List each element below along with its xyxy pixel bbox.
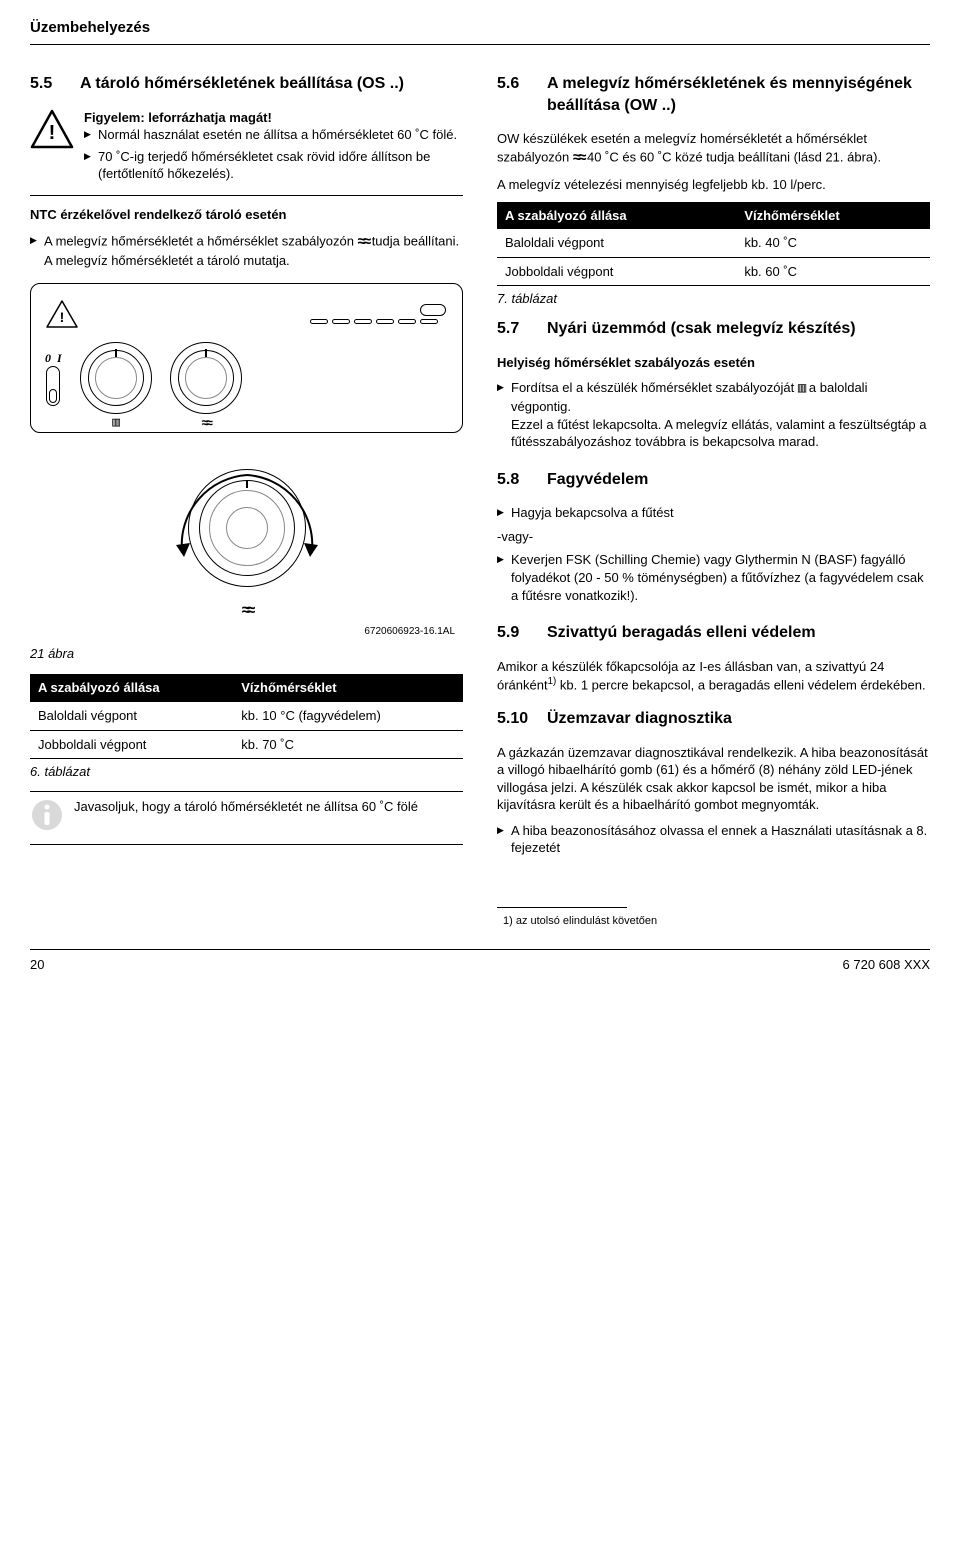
section-5-8-heading: 5.8 Fagyvédelem xyxy=(497,469,930,491)
warning-text: Figyelem: leforrázhatja magát! Normál ha… xyxy=(84,109,463,187)
hotwater-wave-icon: ≈≈ xyxy=(573,148,583,168)
section-title: Szivattyú beragadás elleni védelem xyxy=(547,622,816,644)
info-block: Javasoljuk, hogy a tároló hőmérsékletét … xyxy=(30,791,463,845)
section-5-10-heading: 5.10 Üzemzavar diagnosztika xyxy=(497,708,930,730)
table-cell: Jobboldali végpont xyxy=(497,257,736,286)
top-rule xyxy=(30,44,930,45)
section-title: Üzemzavar diagnosztika xyxy=(547,708,732,730)
section-number: 5.6 xyxy=(497,73,547,116)
paragraph: A melegvíz vételezési mennyiség legfelje… xyxy=(497,176,930,194)
table-6: A szabályozó állása Vízhőmérséklet Balol… xyxy=(30,674,463,759)
svg-text:!: ! xyxy=(60,309,65,325)
section-title: Nyári üzemmód (csak melegvíz készítés) xyxy=(547,318,856,340)
table-cell: Baloldali végpont xyxy=(30,702,233,730)
section-5-9-heading: 5.9 Szivattyú beragadás elleni védelem xyxy=(497,622,930,644)
table-row: Jobboldali végpont kb. 70 ˚C xyxy=(30,730,463,759)
table-header: Vízhőmérséklet xyxy=(233,674,463,702)
section-5-5-heading: 5.5 A tároló hőmérsékletének beállítása … xyxy=(30,73,463,95)
section-number: 5.5 xyxy=(30,73,80,95)
left-column: 5.5 A tároló hőmérsékletének beállítása … xyxy=(30,73,463,929)
section-title: A melegvíz hőmérsékletének és mennyiségé… xyxy=(547,73,930,116)
table-header: Vízhőmérséklet xyxy=(736,202,930,230)
section-5-6-heading: 5.6 A melegvíz hőmérsékletének és mennyi… xyxy=(497,73,930,116)
list-item: Fordítsa el a készülék hőmérséklet szabá… xyxy=(497,379,930,451)
footnote: 1) az utolsó elindulást követően xyxy=(503,914,930,929)
figure-number: 6720606923-16.1AL xyxy=(30,625,455,639)
table-cell: kb. 60 ˚C xyxy=(736,257,930,286)
ntc-text-pre: A melegvíz hőmérsékletét a hőmérséklet s… xyxy=(44,233,358,248)
radiator-icon: ▥ xyxy=(112,414,119,432)
table-caption: 7. táblázat xyxy=(497,290,930,308)
panel-warning-icon: ! xyxy=(45,299,79,329)
table-header: A szabályozó állása xyxy=(30,674,233,702)
list-item: Hagyja bekapcsolva a fűtést xyxy=(497,504,930,522)
warning-lead: Figyelem: leforrázhatja magát! xyxy=(84,109,463,127)
info-icon xyxy=(30,798,64,832)
table-row: Jobboldali végpont kb. 60 ˚C xyxy=(497,257,930,286)
control-panel-illustration: ! 0 I ▥ xyxy=(30,283,463,433)
info-text: Javasoljuk, hogy a tároló hőmérsékletét … xyxy=(74,798,418,832)
paragraph: A gázkazán üzemzavar diagnosztikával ren… xyxy=(497,744,930,814)
right-column: 5.6 A melegvíz hőmérsékletének és mennyi… xyxy=(497,73,930,929)
section-5-7-heading: 5.7 Nyári üzemmód (csak melegvíz készíté… xyxy=(497,318,930,340)
warning-block: ! Figyelem: leforrázhatja magát! Normál … xyxy=(30,109,463,196)
list-item: Keverjen FSK (Schilling Chemie) vagy Gly… xyxy=(497,551,930,604)
subheading: Helyiség hőmérséklet szabályozás esetén xyxy=(497,354,930,372)
or-separator: -vagy- xyxy=(497,528,930,546)
panel-led-row-icon xyxy=(310,319,438,324)
table-cell: kb. 40 ˚C xyxy=(736,229,930,257)
switch-label-0: 0 xyxy=(45,350,51,366)
table-cell: Jobboldali végpont xyxy=(30,730,233,759)
page-footer: 20 6 720 608 XXX xyxy=(30,949,930,974)
table-caption: 6. táblázat xyxy=(30,763,463,781)
doc-number: 6 720 608 XXX xyxy=(843,956,930,974)
running-header: Üzembehelyezés xyxy=(30,18,930,38)
paragraph: OW készülékek esetén a melegvíz homérsék… xyxy=(497,130,930,168)
section-number: 5.8 xyxy=(497,469,547,491)
figure-caption: 21 ábra xyxy=(30,645,463,663)
paragraph: Amikor a készülék főkapcsolója az I-es á… xyxy=(497,658,930,694)
text: kb. 1 percre bekapcsol, a beragadás elle… xyxy=(556,678,925,693)
hotwater-dial-icon: ≈≈ xyxy=(170,342,242,414)
section-number: 5.9 xyxy=(497,622,547,644)
table-7: A szabályozó állása Vízhőmérséklet Balol… xyxy=(497,202,930,287)
text: Fordítsa el a készülék hőmérséklet szabá… xyxy=(511,380,798,395)
warning-triangle-icon: ! xyxy=(30,109,74,149)
section-number: 5.7 xyxy=(497,318,547,340)
table-row: Baloldali végpont kb. 10 °C (fagyvédelem… xyxy=(30,702,463,730)
hotwater-wave-icon: ≈≈ xyxy=(358,232,368,252)
table-row: Baloldali végpont kb. 40 ˚C xyxy=(497,229,930,257)
table-header: A szabályozó állása xyxy=(497,202,736,230)
heating-dial-icon: ▥ xyxy=(80,342,152,414)
knob-illustration: ≈≈ xyxy=(30,451,463,621)
warning-item: 70 ˚C-ig terjedő hőmérsékletet csak rövi… xyxy=(84,148,463,183)
footnote-ref: 1) xyxy=(548,676,557,687)
ntc-subheading: NTC érzékelővel rendelkező tároló esetén xyxy=(30,206,463,224)
page-number: 20 xyxy=(30,956,44,974)
footnote-rule xyxy=(497,907,627,908)
table-cell: kb. 10 °C (fagyvédelem) xyxy=(233,702,463,730)
hotwater-wave-icon: ≈≈ xyxy=(202,414,210,432)
table-cell: Baloldali végpont xyxy=(497,229,736,257)
section-title: A tároló hőmérsékletének beállítása (OS … xyxy=(80,73,404,95)
list-item: A hiba beazonosításához olvassa el ennek… xyxy=(497,822,930,857)
ntc-item: A melegvíz hőmérsékletét a hőmérséklet s… xyxy=(30,232,463,270)
warning-item: Normál használat esetén ne állítsa a hőm… xyxy=(84,126,463,144)
text: Ezzel a fűtést lekapcsolta. A melegvíz e… xyxy=(511,416,930,451)
two-column-layout: 5.5 A tároló hőmérsékletének beállítása … xyxy=(30,73,930,929)
section-title: Fagyvédelem xyxy=(547,469,648,491)
table-cell: kb. 70 ˚C xyxy=(233,730,463,759)
text: 40 ˚C és 60 ˚C közé tudja beállítani (lá… xyxy=(583,150,881,165)
hotwater-wave-icon: ≈≈ xyxy=(242,600,252,622)
panel-reset-button-icon xyxy=(420,304,446,316)
big-knob-icon xyxy=(188,469,306,587)
svg-text:!: ! xyxy=(49,122,56,144)
switch-label-1: I xyxy=(57,350,62,366)
panel-power-switch-icon: 0 I xyxy=(45,350,62,406)
section-number: 5.10 xyxy=(497,708,547,730)
